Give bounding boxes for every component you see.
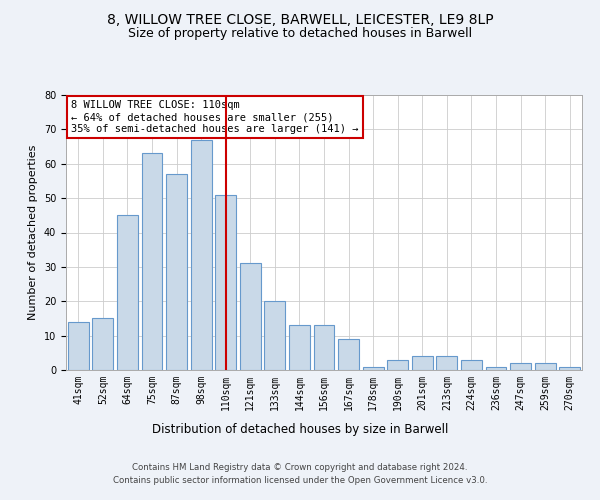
Bar bbox=[240, 264, 261, 370]
Y-axis label: Number of detached properties: Number of detached properties bbox=[28, 145, 38, 320]
Text: 8, WILLOW TREE CLOSE, BARWELL, LEICESTER, LE9 8LP: 8, WILLOW TREE CLOSE, BARWELL, LEICESTER… bbox=[107, 12, 493, 26]
Bar bbox=[387, 360, 408, 370]
Text: 8 WILLOW TREE CLOSE: 110sqm
← 64% of detached houses are smaller (255)
35% of se: 8 WILLOW TREE CLOSE: 110sqm ← 64% of det… bbox=[71, 100, 359, 134]
Text: Distribution of detached houses by size in Barwell: Distribution of detached houses by size … bbox=[152, 422, 448, 436]
Text: Contains public sector information licensed under the Open Government Licence v3: Contains public sector information licen… bbox=[113, 476, 487, 485]
Text: Size of property relative to detached houses in Barwell: Size of property relative to detached ho… bbox=[128, 28, 472, 40]
Bar bbox=[191, 140, 212, 370]
Bar bbox=[68, 322, 89, 370]
Bar bbox=[535, 363, 556, 370]
Bar bbox=[117, 216, 138, 370]
Bar bbox=[485, 366, 506, 370]
Bar bbox=[362, 366, 383, 370]
Text: Contains HM Land Registry data © Crown copyright and database right 2024.: Contains HM Land Registry data © Crown c… bbox=[132, 462, 468, 471]
Bar bbox=[215, 194, 236, 370]
Bar bbox=[559, 366, 580, 370]
Bar bbox=[338, 339, 359, 370]
Bar bbox=[92, 318, 113, 370]
Bar bbox=[510, 363, 531, 370]
Bar bbox=[436, 356, 457, 370]
Bar bbox=[166, 174, 187, 370]
Bar bbox=[314, 326, 334, 370]
Bar bbox=[289, 326, 310, 370]
Bar bbox=[265, 301, 286, 370]
Bar bbox=[412, 356, 433, 370]
Bar bbox=[142, 154, 163, 370]
Bar bbox=[461, 360, 482, 370]
